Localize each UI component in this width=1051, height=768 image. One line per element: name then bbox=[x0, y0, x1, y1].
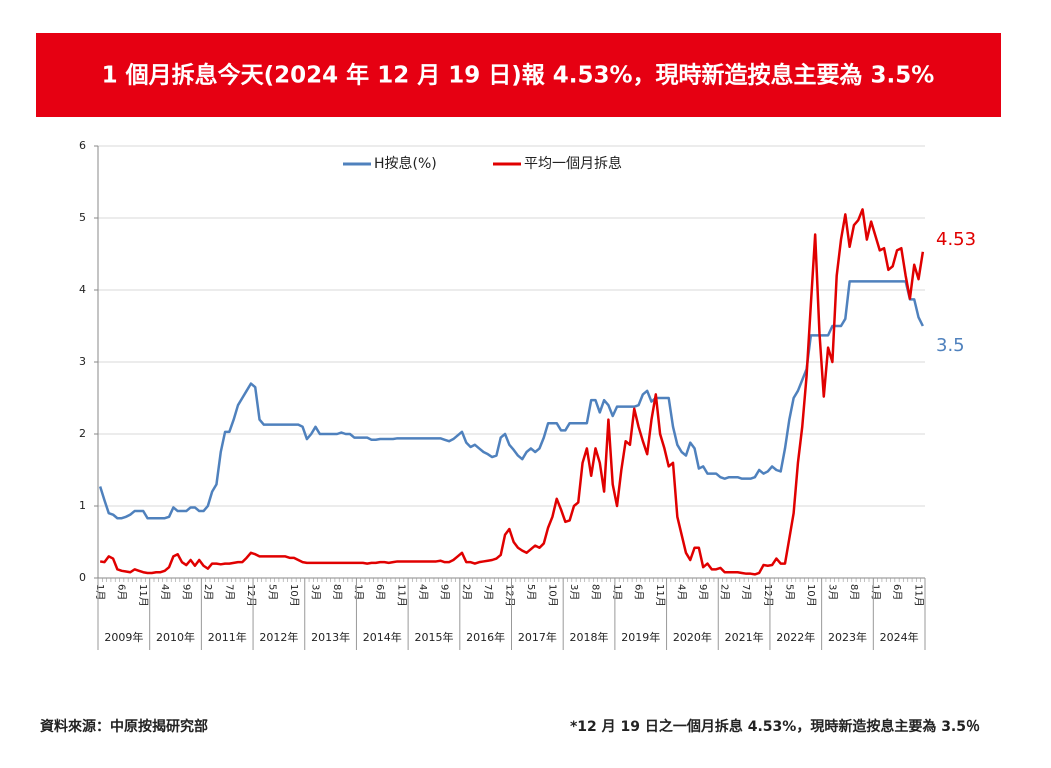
x-tick-label: 2月 bbox=[460, 584, 472, 600]
year-label: 2018年 bbox=[570, 630, 609, 644]
x-tick-label: 6月 bbox=[891, 584, 903, 600]
y-tick-label: 6 bbox=[79, 139, 86, 152]
source: 資料來源：中原按揭研究部 bbox=[40, 718, 208, 735]
year-label: 2022年 bbox=[776, 630, 815, 644]
x-tick-label: 11月 bbox=[913, 584, 925, 607]
x-tick-label: 2月 bbox=[202, 584, 214, 600]
x-tick-label: 11月 bbox=[396, 584, 408, 607]
x-tick-label: 8月 bbox=[589, 584, 601, 600]
x-tick-label: 3月 bbox=[310, 584, 322, 600]
x-tick-label: 9月 bbox=[180, 584, 192, 600]
x-tick-label: 6月 bbox=[374, 584, 386, 600]
year-label: 2017年 bbox=[518, 630, 557, 644]
end-annotation: 3.5 bbox=[936, 335, 965, 356]
year-label: 2009年 bbox=[104, 630, 143, 644]
year-label: 2021年 bbox=[725, 630, 764, 644]
x-tick-label: 10月 bbox=[546, 584, 558, 607]
x-tick-label: 10月 bbox=[288, 584, 300, 607]
x-tick-label: 5月 bbox=[266, 584, 278, 600]
x-tick-label: 9月 bbox=[697, 584, 709, 600]
y-tick-label: 0 bbox=[79, 571, 86, 584]
x-tick-label: 4月 bbox=[417, 584, 429, 600]
x-tick-label: 4月 bbox=[676, 584, 688, 600]
y-tick-label: 3 bbox=[79, 355, 86, 368]
year-label: 2023年 bbox=[828, 630, 867, 644]
x-tick-label: 7月 bbox=[482, 584, 494, 600]
chart-title: 1 個月拆息今天(2024 年 12 月 19 日)報 4.53%，現時新造按息… bbox=[102, 62, 935, 89]
x-tick-label: 6月 bbox=[116, 584, 128, 600]
x-tick-label: 12月 bbox=[503, 584, 515, 607]
end-annotation: 4.53 bbox=[936, 229, 976, 250]
x-tick-label: 1月 bbox=[611, 584, 623, 600]
y-tick-label: 4 bbox=[79, 283, 86, 296]
x-tick-label: 3月 bbox=[568, 584, 580, 600]
x-tick-label: 1月 bbox=[353, 584, 365, 600]
x-tick-label: 8月 bbox=[331, 584, 343, 600]
x-tick-label: 9月 bbox=[439, 584, 451, 600]
year-label: 2024年 bbox=[880, 630, 919, 644]
x-tick-label: 12月 bbox=[762, 584, 774, 607]
x-tick-label: 6月 bbox=[633, 584, 645, 600]
x-tick-label: 4月 bbox=[159, 584, 171, 600]
year-label: 2016年 bbox=[466, 630, 505, 644]
x-tick-label: 1月 bbox=[869, 584, 881, 600]
year-label: 2019年 bbox=[621, 630, 660, 644]
x-tick-label: 11月 bbox=[137, 584, 149, 607]
x-tick-label: 12月 bbox=[245, 584, 257, 607]
x-tick-label: 3月 bbox=[826, 584, 838, 600]
year-label: 2010年 bbox=[156, 630, 195, 644]
x-tick-label: 11月 bbox=[654, 584, 666, 607]
x-tick-label: 8月 bbox=[848, 584, 860, 600]
year-label: 2020年 bbox=[673, 630, 712, 644]
x-tick-label: 10月 bbox=[805, 584, 817, 607]
year-label: 2011年 bbox=[208, 630, 247, 644]
y-tick-label: 1 bbox=[79, 499, 86, 512]
year-label: 2015年 bbox=[414, 630, 453, 644]
year-label: 2012年 bbox=[259, 630, 298, 644]
legend-label: 平均一個月拆息 bbox=[524, 155, 622, 172]
series-line bbox=[98, 280, 924, 520]
x-tick-label: 5月 bbox=[525, 584, 537, 600]
x-tick-label: 7月 bbox=[740, 584, 752, 600]
y-tick-label: 2 bbox=[79, 427, 86, 440]
year-label: 2013年 bbox=[311, 630, 350, 644]
series-line bbox=[99, 208, 925, 576]
legend-label: H按息(%) bbox=[374, 155, 437, 172]
year-label: 2014年 bbox=[363, 630, 402, 644]
x-tick-label: 7月 bbox=[223, 584, 235, 600]
title-bar bbox=[36, 33, 1001, 117]
note: *12 月 19 日之一個月拆息 4.53%，現時新造按息主要為 3.5％ bbox=[570, 718, 980, 735]
y-tick-label: 5 bbox=[79, 211, 86, 224]
x-tick-label: 1月 bbox=[94, 584, 106, 600]
x-tick-label: 5月 bbox=[783, 584, 795, 600]
x-tick-label: 2月 bbox=[719, 584, 731, 600]
